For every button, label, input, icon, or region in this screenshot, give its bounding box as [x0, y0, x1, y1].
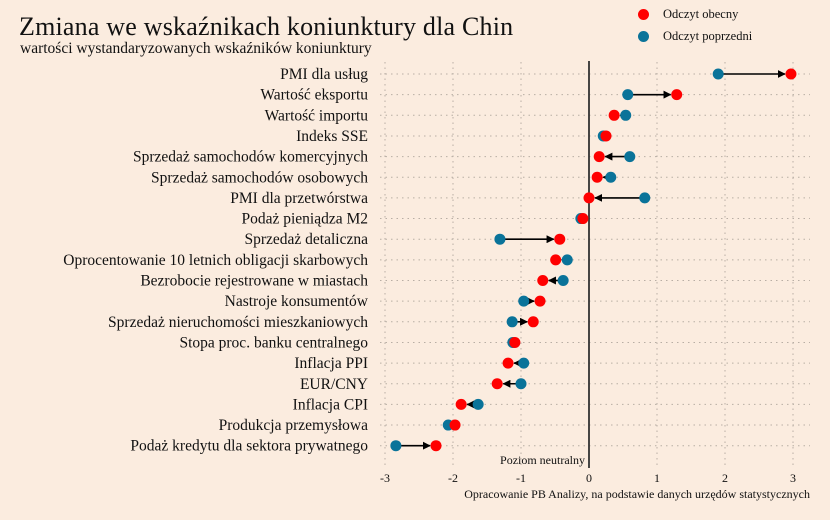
x-tick-label: 2	[722, 471, 728, 485]
current-reading-dot	[449, 419, 461, 431]
category-label: Stopa proc. banku centralnego	[179, 334, 368, 351]
previous-reading-dot	[639, 192, 651, 204]
category-label: Produkcja przemysłowa	[219, 417, 368, 434]
current-reading-dot	[491, 378, 503, 390]
chart-subtitle: wartości wystandaryzowanych wskaźników k…	[20, 40, 372, 57]
previous-reading-dot	[515, 378, 527, 390]
category-label: Wartość eksportu	[260, 87, 368, 104]
x-tick-label: -2	[448, 471, 458, 485]
legend-label-previous: Odczyt poprzedni	[663, 28, 753, 43]
category-label: PMI dla usług	[280, 66, 368, 83]
legend-marker-current	[638, 8, 649, 20]
current-reading-dot	[554, 233, 566, 245]
category-label: Sprzedaż samochodów komercyjnych	[133, 149, 368, 166]
source-note: Opracowanie PB Analizy, na podstawie dan…	[464, 487, 810, 501]
legend-label-current: Odczyt obecny	[663, 6, 739, 21]
legend-marker-previous	[638, 30, 649, 42]
category-label: Bezrobocie rejestrowane w miastach	[140, 273, 368, 290]
category-label: Podaż pieniądza M2	[241, 211, 368, 228]
current-reading-dot	[534, 295, 546, 307]
chart-title: Zmiana we wskaźnikach koniunktury dla Ch…	[19, 12, 514, 41]
category-label: Sprzedaż detaliczna	[245, 231, 369, 248]
category-label: Nastroje konsumentów	[225, 293, 369, 310]
previous-reading-dot	[472, 398, 484, 410]
category-label: Wartość importu	[265, 107, 369, 124]
category-label: Sprzedaż samochodów osobowych	[151, 169, 368, 186]
category-label: Indeks SSE	[296, 128, 368, 145]
previous-reading-dot	[390, 440, 402, 452]
current-reading-dot	[608, 109, 620, 121]
category-label: PMI dla przetwórstwa	[230, 190, 368, 207]
x-tick-label: -1	[516, 471, 526, 485]
previous-reading-dot	[622, 89, 634, 101]
x-tick-label: -3	[380, 471, 390, 485]
current-reading-dot	[600, 130, 612, 142]
previous-reading-dot	[557, 275, 569, 286]
category-label: EUR/CNY	[300, 376, 368, 393]
current-reading-dot	[430, 440, 442, 452]
current-reading-dot	[577, 213, 589, 225]
previous-reading-dot	[518, 295, 530, 307]
current-reading-dot	[455, 398, 467, 410]
current-reading-dot	[591, 171, 603, 183]
previous-reading-dot	[506, 316, 518, 328]
previous-reading-dot	[605, 171, 617, 183]
current-reading-dot	[509, 336, 521, 348]
previous-reading-dot	[624, 151, 636, 163]
previous-reading-dot	[561, 254, 573, 266]
previous-reading-dot	[518, 357, 530, 369]
x-tick-label: 3	[790, 471, 796, 485]
current-reading-dot	[583, 192, 595, 204]
current-reading-dot	[671, 89, 683, 101]
legend-item-previous: Odczyt poprzedni	[638, 25, 752, 47]
current-reading-dot	[550, 254, 562, 266]
category-label: Oprocentowanie 10 letnich obligacji skar…	[63, 252, 368, 269]
current-reading-dot	[593, 151, 605, 163]
current-reading-dot	[537, 275, 549, 286]
legend-item-current: Odczyt obecny	[638, 3, 752, 25]
x-tick-label: 0	[586, 471, 592, 485]
x-tick-label: 1	[654, 471, 660, 485]
previous-reading-dot	[712, 68, 724, 80]
category-label: Podaż kredytu dla sektora prywatnego	[130, 438, 368, 455]
neutral-level-label: Poziom neutralny	[500, 453, 585, 467]
current-reading-dot	[785, 68, 797, 80]
legend: Odczyt obecny Odczyt poprzedni	[638, 3, 752, 47]
current-reading-dot	[502, 357, 514, 369]
category-label: Inflacja PPI	[294, 355, 368, 372]
category-label: Inflacja CPI	[293, 396, 368, 413]
previous-reading-dot	[620, 109, 632, 121]
previous-reading-dot	[494, 233, 506, 245]
category-label: Sprzedaż nieruchomości mieszkaniowych	[108, 314, 368, 331]
current-reading-dot	[527, 316, 539, 328]
